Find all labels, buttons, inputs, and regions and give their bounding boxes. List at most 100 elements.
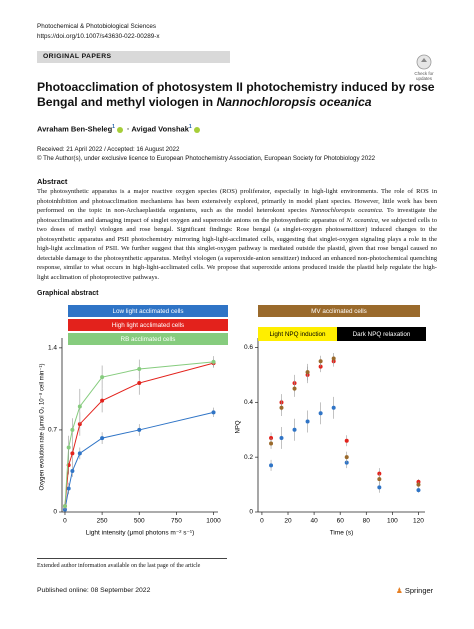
authors: Avraham Ben-Sheleg1 · Avigad Vonshak1 [37, 124, 202, 134]
x-tick-label: 40 [310, 518, 318, 525]
point [279, 435, 284, 440]
point [211, 359, 216, 364]
point [100, 375, 105, 380]
point [318, 359, 323, 364]
received: Received: 21 April 2022 / Accepted: 16 A… [37, 146, 180, 153]
legend-label: Low light acclimated cells [112, 308, 183, 315]
point [416, 482, 421, 487]
point [279, 405, 284, 410]
y-tick-label: 0.6 [244, 344, 253, 351]
y-axis-title: NPQ [236, 420, 242, 433]
badge-icon [416, 54, 432, 70]
publisher-name: Springer [404, 586, 434, 595]
point [331, 405, 336, 410]
point [70, 468, 75, 473]
x-tick-label: 100 [387, 518, 398, 525]
y-tick-label: 0.2 [244, 454, 253, 461]
y-tick-label: 0.4 [244, 399, 253, 406]
abstract: The photosynthetic apparatus is a major … [37, 187, 437, 282]
x-tick-label: 250 [97, 518, 108, 525]
y-tick-label: 0.7 [48, 427, 57, 434]
abstract-part: N. oceanica, [346, 216, 380, 224]
legend-box [68, 333, 228, 345]
y-tick-label: 0 [249, 509, 253, 516]
x-tick-label: 120 [413, 518, 424, 525]
x-tick-label: 0 [63, 518, 67, 525]
orcid-icon[interactable] [116, 126, 123, 133]
phase-label: Dark NPQ relaxation [353, 331, 411, 338]
graphical-abstract-heading: Graphical abstract [37, 290, 99, 297]
phase-box [258, 327, 337, 341]
y-axis-title: Oxygen evolution rate (μmol O₂ 10⁻⁸ cell… [39, 363, 46, 490]
abstract-part: The photosynthetic apparatus is a major … [37, 188, 437, 215]
point [269, 441, 274, 446]
abstract-part: To investigate the photoacclimation and … [37, 207, 438, 224]
author-name: Avigad Vonshak [131, 124, 189, 134]
abstract-heading: Abstract [37, 177, 68, 186]
point [269, 463, 274, 468]
orcid-icon[interactable] [193, 126, 200, 133]
point [377, 477, 382, 482]
title-part: Nannochloropsis oceanica [216, 95, 372, 109]
point [318, 364, 323, 369]
point [77, 404, 82, 409]
affiliation: 1 [188, 124, 192, 130]
point [66, 486, 71, 491]
point [77, 422, 82, 427]
point [62, 504, 67, 509]
point [137, 366, 142, 371]
point [70, 427, 75, 432]
x-tick-label: 0 [260, 518, 264, 525]
affiliation: 1 [112, 124, 115, 130]
point [100, 398, 105, 403]
legend-label: MV acclimated cells [311, 308, 367, 315]
legend-box [258, 305, 420, 317]
x-tick-label: 1000 [206, 518, 221, 525]
point [344, 455, 349, 460]
legend-box [68, 305, 228, 317]
journal: Photochemical & Photobiological Sciences [37, 23, 157, 30]
phase-label: Light NPQ induction [269, 331, 326, 338]
point [137, 427, 142, 432]
author-name: Avraham Ben-Sheleg [37, 124, 113, 134]
y-tick-label: 1.4 [48, 345, 57, 352]
point [292, 427, 297, 432]
doi[interactable]: https://doi.org/10.1007/s43630-022-00289… [37, 33, 160, 40]
point [318, 411, 323, 416]
author-separator: · [127, 124, 130, 134]
phase-box [337, 327, 426, 341]
publisher: ♟ Springer [396, 586, 434, 595]
y-tick-label: 0 [53, 509, 57, 516]
point [211, 410, 216, 415]
x-tick-label: 60 [337, 518, 345, 525]
point [70, 451, 75, 456]
point [100, 436, 105, 441]
point [305, 419, 310, 424]
x-tick-label: 750 [171, 518, 182, 525]
footnote-rule [37, 558, 227, 559]
point [344, 438, 349, 443]
point [77, 451, 82, 456]
x-tick-label: 500 [134, 518, 145, 525]
update-badge[interactable]: Check for updates [408, 54, 440, 81]
abstract-part: we subjected cells to two doses of methy… [37, 216, 437, 281]
title: Photoacclimation of photosystem II photo… [37, 80, 437, 110]
copyright: © The Author(s), under exclusive licence… [37, 155, 376, 162]
point [416, 488, 421, 493]
legend-label: RB acclimated cells [121, 336, 176, 343]
x-axis-title: Time (s) [330, 530, 354, 537]
point [137, 381, 142, 386]
published: Published online: 08 September 2022 [37, 587, 151, 594]
title-part: Photoacclimation of photosystem II photo… [37, 80, 435, 109]
x-tick-label: 80 [363, 518, 371, 525]
section-label: ORIGINAL PAPERS [37, 51, 230, 63]
x-axis-title: Light intensity (μmol photons m⁻² s⁻¹) [86, 530, 195, 537]
point [66, 445, 71, 450]
point [292, 386, 297, 391]
point [331, 356, 336, 361]
point [305, 370, 310, 375]
legend-box [68, 319, 228, 331]
x-tick-label: 20 [284, 518, 292, 525]
